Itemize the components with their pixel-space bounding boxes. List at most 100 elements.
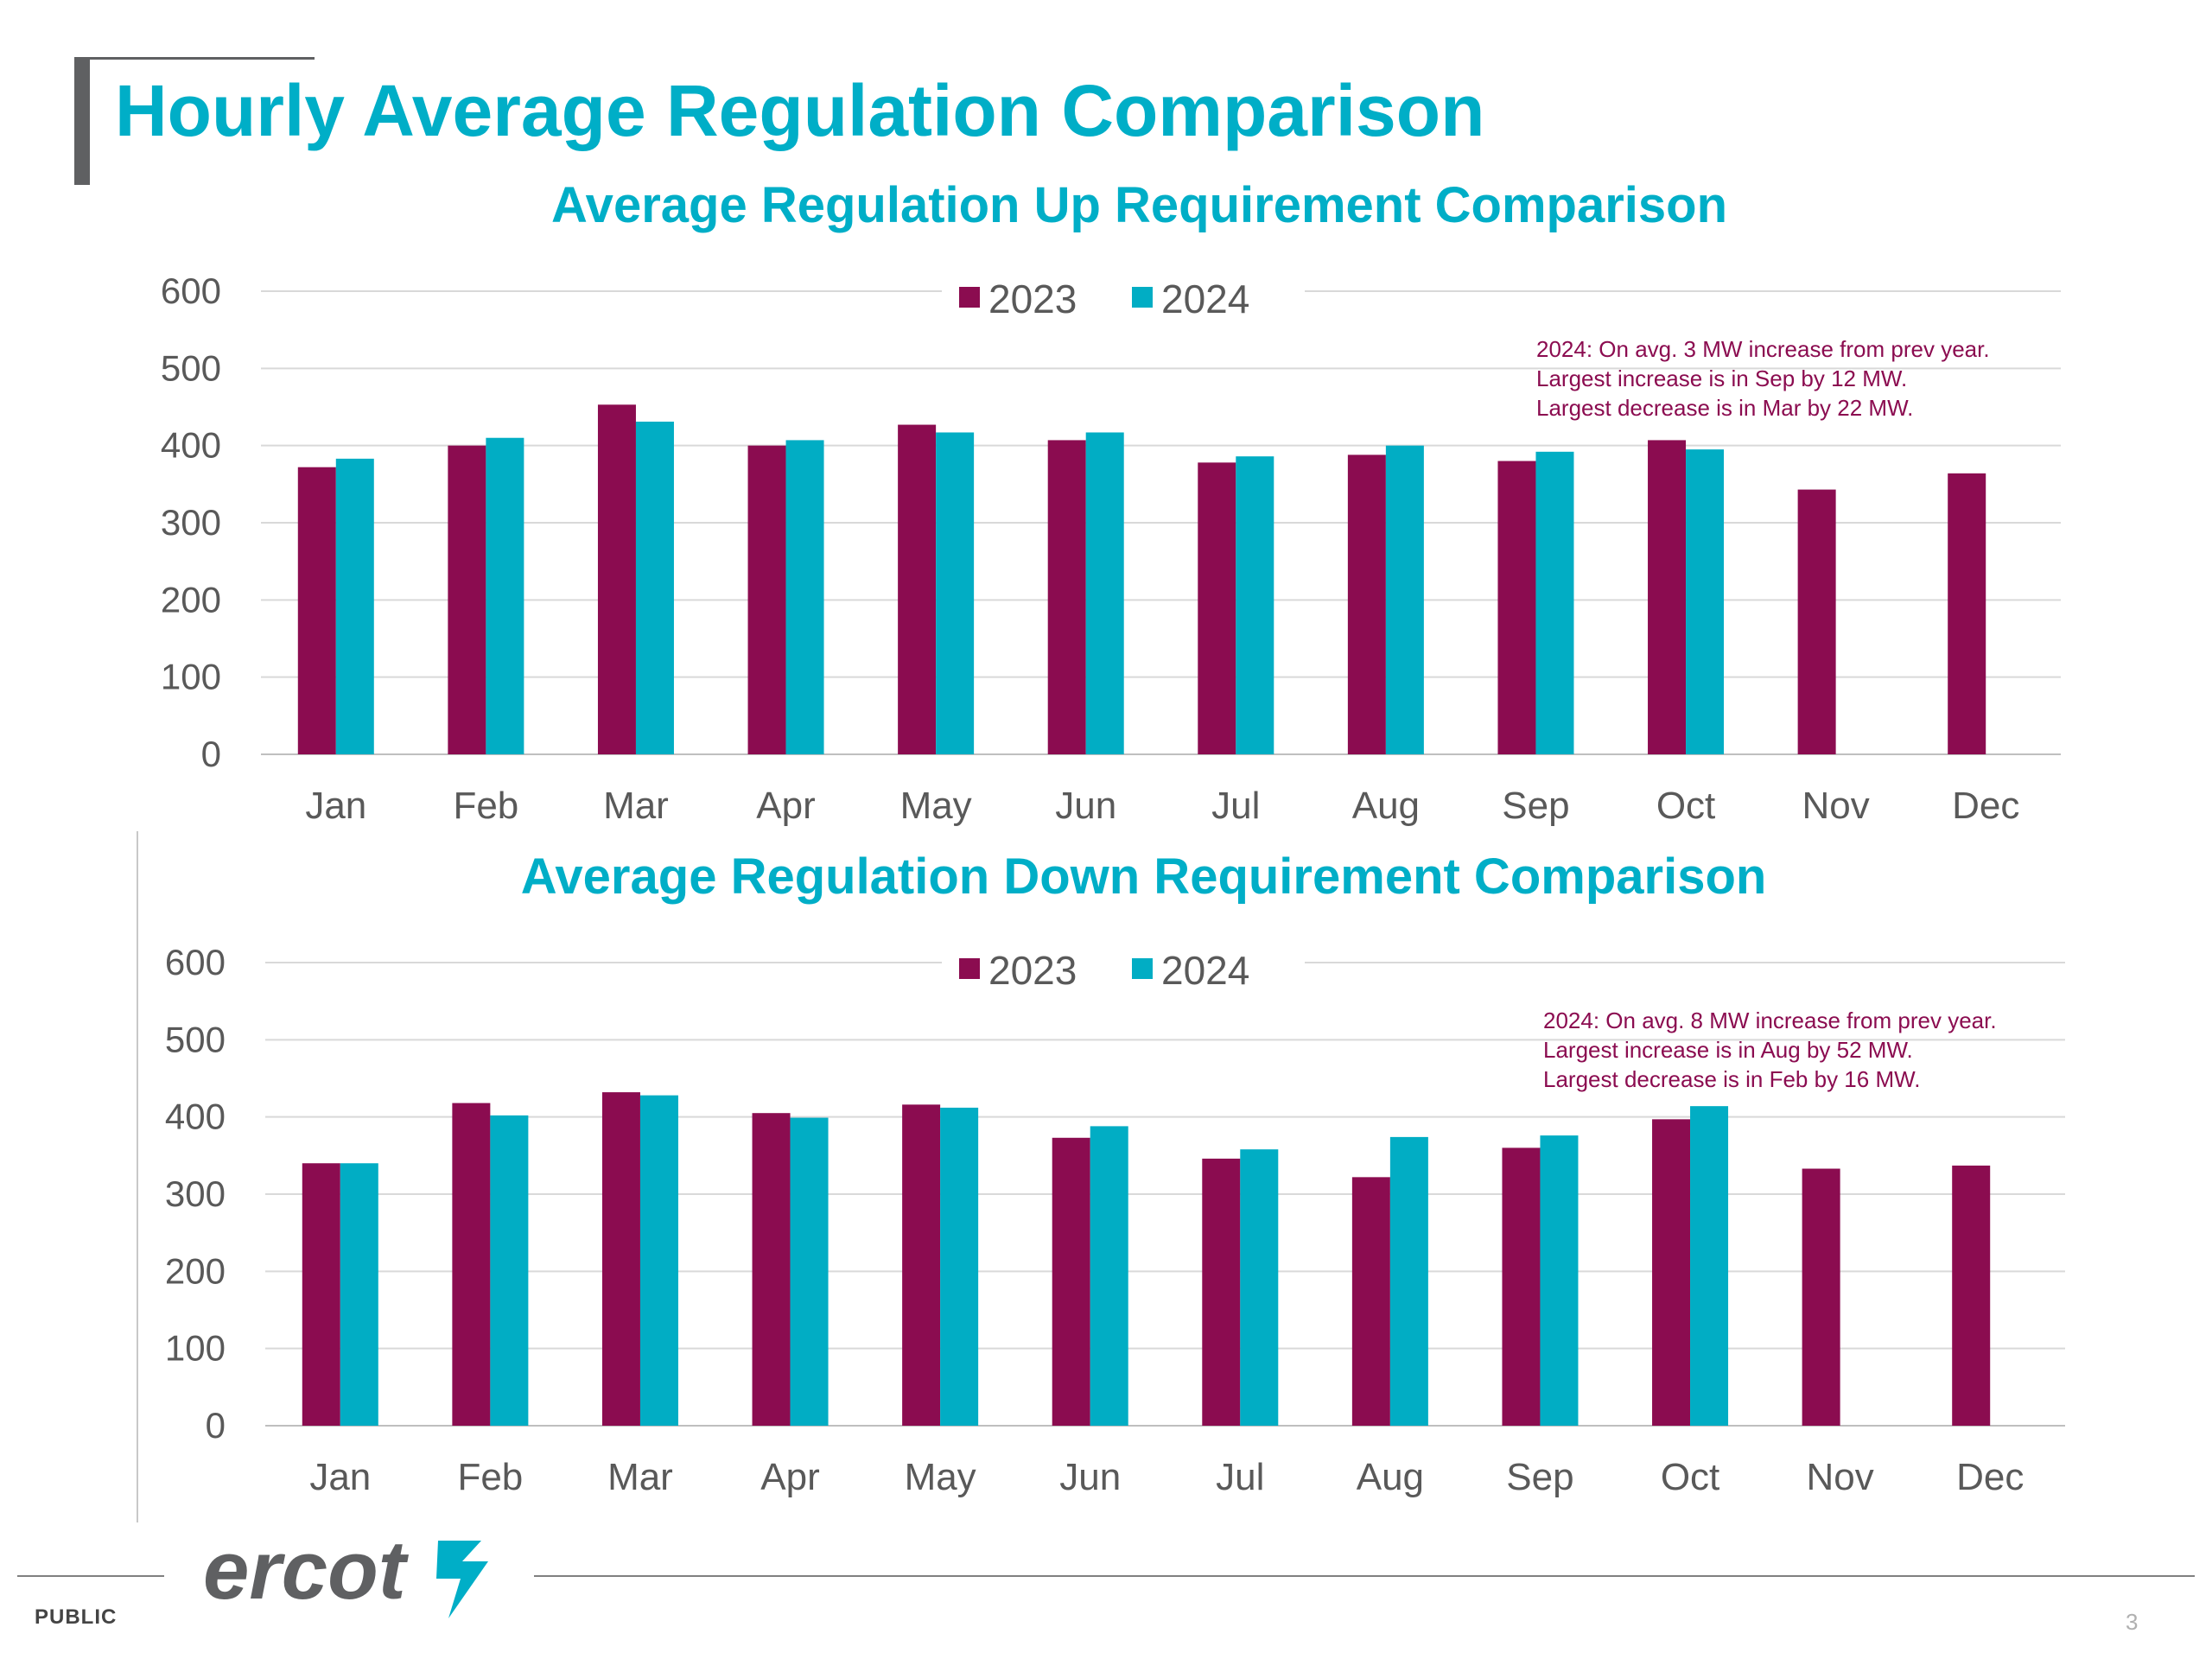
bar-2024-feb (486, 437, 524, 754)
bar-2024-apr (785, 440, 824, 754)
bar-2023-jan (297, 467, 336, 754)
x-tick-label: Dec (1952, 785, 2019, 827)
bar-2023-dec (1948, 473, 1986, 754)
regulation-up-chart: Average Regulation Up Requirement Compar… (0, 168, 2212, 842)
legend-swatch-2023 (959, 287, 980, 308)
x-tick-label: Jun (1055, 785, 1116, 827)
bar-2023-mar (597, 404, 636, 754)
bar-2024-jan (340, 1163, 378, 1426)
regulation-down-chart: Average Regulation Down Requirement Comp… (0, 840, 2212, 1514)
x-tick-label: Nov (1807, 1456, 1874, 1498)
bar-2024-jul (1236, 456, 1274, 754)
bar-2024-jul (1240, 1149, 1279, 1426)
y-tick-label: 600 (165, 942, 226, 982)
bar-2024-jun (1085, 432, 1124, 754)
legend-swatch-2023 (959, 958, 980, 979)
bar-2023-mar (601, 1092, 640, 1426)
bar-2023-jul (1202, 1158, 1241, 1426)
bar-2023-jun (1047, 440, 1086, 754)
y-tick-label: 400 (161, 425, 221, 466)
page-number: 3 (2126, 1609, 2139, 1635)
x-tick-label: Jun (1059, 1456, 1121, 1498)
bar-2023-may (902, 1104, 941, 1426)
y-tick-label: 500 (165, 1019, 226, 1059)
x-tick-label: Aug (1352, 785, 1420, 827)
annotation-line: Largest increase is in Aug by 52 MW. (1543, 1037, 1913, 1063)
bar-2024-aug (1385, 445, 1424, 754)
x-tick-label: Mar (607, 1456, 673, 1498)
bar-2023-feb (448, 445, 486, 754)
x-tick-label: Mar (603, 785, 669, 827)
regulation-up-chart-svg: Average Regulation Up Requirement Compar… (161, 177, 2061, 827)
footer-rule-left (17, 1575, 164, 1577)
annotation-line: 2024: On avg. 8 MW increase from prev ye… (1543, 1007, 1997, 1033)
classification-label: PUBLIC (35, 1605, 118, 1629)
footer-rule-right (534, 1575, 2195, 1577)
title-accent-rule (74, 57, 315, 60)
bar-2024-sep (1535, 451, 1574, 754)
bar-2024-aug (1389, 1136, 1428, 1426)
bar-2023-aug (1347, 454, 1386, 754)
bar-2024-mar (635, 421, 674, 754)
x-tick-label: Dec (1956, 1456, 2024, 1498)
bar-2023-sep (1497, 461, 1536, 754)
bar-2024-may (940, 1107, 979, 1426)
legend-label-2024: 2024 (1161, 276, 1249, 321)
x-tick-label: Jul (1216, 1456, 1264, 1498)
legend-swatch-2024 (1132, 287, 1153, 308)
x-tick-label: Apr (760, 1456, 819, 1498)
annotation-line: Largest decrease is in Mar by 22 MW. (1536, 395, 1913, 421)
regulation-down-chart-svg: Average Regulation Down Requirement Comp… (165, 849, 2065, 1498)
legend-label-2024: 2024 (1161, 948, 1249, 993)
x-tick-label: Sep (1506, 1456, 1573, 1498)
x-tick-label: Feb (457, 1456, 523, 1498)
bar-2023-jul (1198, 462, 1236, 754)
vertical-divider (137, 831, 138, 1522)
bar-2024-feb (490, 1115, 529, 1426)
chart-title: Average Regulation Up Requirement Compar… (551, 177, 1727, 233)
x-tick-label: May (905, 1456, 976, 1498)
legend-swatch-2024 (1132, 958, 1153, 979)
annotation-line: 2024: On avg. 3 MW increase from prev ye… (1536, 336, 1990, 362)
bar-2024-apr (790, 1117, 829, 1426)
bar-2023-jun (1052, 1137, 1090, 1426)
ercot-bolt-icon (436, 1541, 488, 1618)
legend-label-2023: 2023 (988, 276, 1077, 321)
annotation-line: Largest increase is in Sep by 12 MW. (1536, 365, 1907, 391)
bar-2023-jan (302, 1163, 340, 1426)
ercot-logo: ercot (203, 1524, 488, 1618)
y-tick-label: 400 (165, 1096, 226, 1137)
y-tick-label: 0 (206, 1405, 226, 1446)
y-tick-label: 600 (161, 270, 221, 311)
bar-2024-oct (1690, 1106, 1729, 1426)
bar-2024-may (936, 432, 975, 754)
x-tick-label: Oct (1661, 1456, 1719, 1498)
annotation-line: Largest decrease is in Feb by 16 MW. (1543, 1066, 1920, 1092)
x-tick-label: Jan (309, 1456, 371, 1498)
page-title: Hourly Average Regulation Comparison (115, 70, 1485, 151)
x-tick-label: Nov (1802, 785, 1870, 827)
x-tick-label: Sep (1502, 785, 1569, 827)
bar-2023-nov (1802, 1168, 1840, 1426)
bar-2023-feb (452, 1103, 491, 1426)
title-accent-bar (74, 57, 90, 185)
y-tick-label: 300 (165, 1173, 226, 1214)
y-tick-label: 200 (165, 1250, 226, 1291)
bar-2024-sep (1540, 1135, 1579, 1426)
y-tick-label: 100 (165, 1328, 226, 1369)
bar-2023-apr (752, 1113, 791, 1426)
x-tick-label: Feb (453, 785, 518, 827)
bar-2023-nov (1797, 489, 1836, 754)
x-tick-label: Aug (1357, 1456, 1424, 1498)
bar-2023-may (898, 424, 937, 754)
ercot-logo-text: ercot (203, 1524, 410, 1617)
bar-2023-aug (1351, 1177, 1390, 1426)
x-tick-label: Jan (305, 785, 366, 827)
chart-title: Average Regulation Down Requirement Comp… (521, 849, 1767, 905)
bar-2024-oct (1686, 449, 1725, 754)
legend-background (942, 939, 1305, 1000)
legend-label-2023: 2023 (988, 948, 1077, 993)
y-tick-label: 0 (201, 734, 221, 774)
bar-2023-dec (1952, 1165, 1991, 1426)
legend-background (942, 268, 1305, 328)
